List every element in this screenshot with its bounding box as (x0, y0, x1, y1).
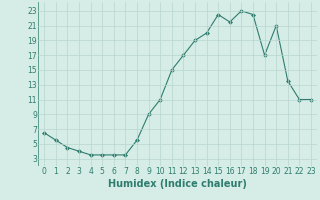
X-axis label: Humidex (Indice chaleur): Humidex (Indice chaleur) (108, 179, 247, 189)
